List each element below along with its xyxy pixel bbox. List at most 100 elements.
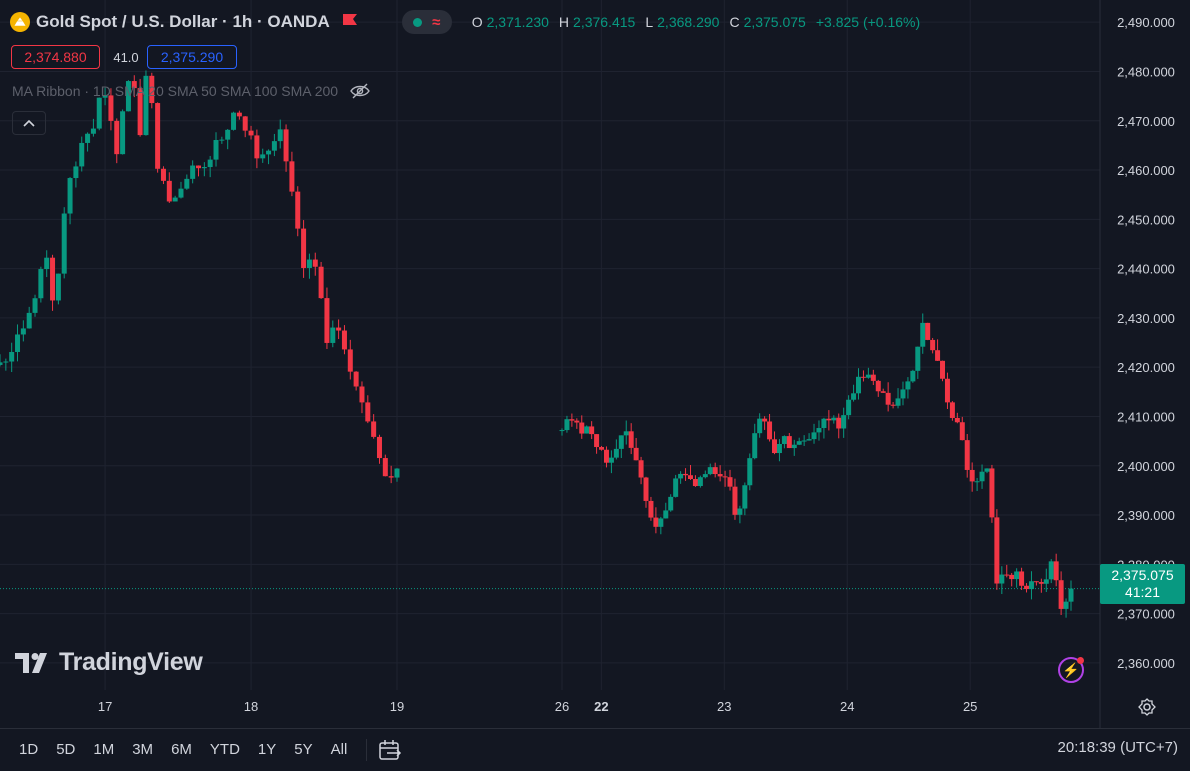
candle-body [856, 376, 862, 394]
candle-body [594, 434, 600, 448]
calendar-icon[interactable] [377, 737, 403, 763]
y-tick-label: 2,430.000 [1117, 311, 1175, 326]
candle-body [717, 474, 723, 477]
candle-body [283, 129, 289, 162]
candle-body [564, 419, 570, 431]
x-tick-label: 26 [555, 699, 569, 714]
x-tick-label: 23 [717, 699, 731, 714]
market-status-pill[interactable]: ≈ [401, 10, 452, 34]
candle-body [885, 392, 891, 405]
candle-body [184, 178, 190, 189]
candle-body [860, 376, 866, 378]
eye-off-icon[interactable] [350, 83, 370, 99]
clock-timezone[interactable]: 20:18:39 (UTC+7) [1057, 739, 1178, 756]
candle-body [277, 129, 283, 142]
candle-body [658, 518, 664, 527]
candle-body [376, 436, 382, 459]
x-tick-label: 18 [244, 699, 258, 714]
price-axis[interactable]: 2,360.0002,370.0002,380.0002,390.0002,40… [1117, 15, 1175, 671]
candle-body [190, 165, 196, 179]
candle-body [196, 165, 201, 169]
candle-body [26, 312, 32, 329]
candle-body [643, 477, 649, 501]
candle-body [925, 322, 931, 340]
ohlc-low: 2,368.290 [657, 14, 720, 30]
candle-body [102, 95, 108, 98]
candle-body [248, 130, 254, 136]
settings-gear-icon[interactable] [1136, 696, 1158, 718]
candle-body [940, 360, 946, 379]
wave-icon: ≈ [432, 13, 441, 31]
chart-header: Gold Spot / U.S. Dollar · 1h · OANDA ≈ O… [10, 8, 926, 36]
candle-body [388, 476, 394, 478]
flag-icon[interactable] [342, 13, 358, 32]
bottom-toolbar: 1D 5D 1M 3M 6M YTD 1Y 5Y All 20:18:39 (UTC+7) [0, 728, 1190, 771]
range-5d[interactable]: 5D [56, 741, 76, 758]
candle-body [114, 120, 120, 155]
indicator-legend[interactable]: MA Ribbon · 1D SMA 20 SMA 50 SMA 100 SMA… [12, 83, 370, 99]
candle-body [663, 510, 669, 519]
candle-body [781, 436, 787, 444]
candle-body [20, 328, 26, 335]
range-1m[interactable]: 1M [93, 741, 115, 758]
candle-body [944, 378, 950, 403]
lightning-icon[interactable]: ⚡ [1058, 657, 1084, 683]
candle-body [318, 266, 324, 299]
candle-body [96, 97, 102, 129]
candle-body [271, 141, 277, 151]
candle-body [1048, 561, 1054, 580]
candle-body [178, 188, 184, 198]
candle-body [742, 485, 748, 509]
range-1y[interactable]: 1Y [257, 741, 277, 758]
watermark-text: TradingView [59, 648, 203, 676]
x-tick-label: 24 [840, 699, 854, 714]
candle-body [831, 417, 837, 421]
candle-body [306, 259, 312, 268]
symbol-title[interactable]: Gold Spot / U.S. Dollar · 1h · OANDA [36, 12, 330, 31]
candle-body [678, 473, 684, 479]
indicator-label: MA Ribbon · 1D SMA 20 SMA 50 SMA 100 SMA… [12, 83, 339, 99]
ohlc-close: 2,375.075 [743, 14, 806, 30]
candle-body [935, 350, 941, 361]
candle-body [989, 468, 995, 518]
notification-dot [1077, 657, 1084, 664]
candle-body [836, 417, 842, 429]
time-axis[interactable]: 17 18 19 22 23 24 25 26 [98, 699, 978, 714]
candle-body [213, 140, 219, 160]
y-tick-label: 2,470.000 [1117, 114, 1175, 129]
collapse-legend-button[interactable] [12, 111, 46, 135]
candle-body [559, 430, 565, 432]
candle-body [722, 476, 728, 478]
spread-value: 41.0 [113, 49, 139, 65]
range-5y[interactable]: 5Y [294, 741, 313, 758]
range-1d[interactable]: 1D [19, 741, 39, 758]
ask-button[interactable]: 2,375.290 [147, 45, 237, 69]
candle-body [589, 426, 595, 435]
range-ytd[interactable]: YTD [209, 741, 240, 758]
candle-body [816, 428, 822, 433]
candles [0, 70, 1074, 618]
range-all[interactable]: All [330, 741, 348, 758]
bar-countdown: 41:21 [1124, 584, 1161, 600]
candle-body [67, 178, 73, 214]
y-tick-label: 2,480.000 [1117, 64, 1175, 79]
gold-coin-icon [10, 12, 30, 32]
candle-body [692, 479, 698, 487]
candle-body [613, 448, 619, 458]
range-6m[interactable]: 6M [171, 741, 192, 758]
candle-body [365, 402, 371, 422]
candle-body [61, 213, 67, 274]
candle-body [236, 112, 242, 117]
candle-body [969, 469, 975, 482]
candle-body [870, 374, 876, 381]
y-tick-label: 2,360.000 [1117, 656, 1175, 671]
candle-body [762, 418, 768, 422]
candle-body [875, 380, 881, 392]
bid-button[interactable]: 2,374.880 [11, 45, 100, 69]
candle-body [603, 449, 609, 463]
candle-body [201, 167, 207, 169]
range-3m[interactable]: 3M [132, 741, 154, 758]
candle-body [821, 418, 827, 429]
candle-body [984, 468, 990, 472]
